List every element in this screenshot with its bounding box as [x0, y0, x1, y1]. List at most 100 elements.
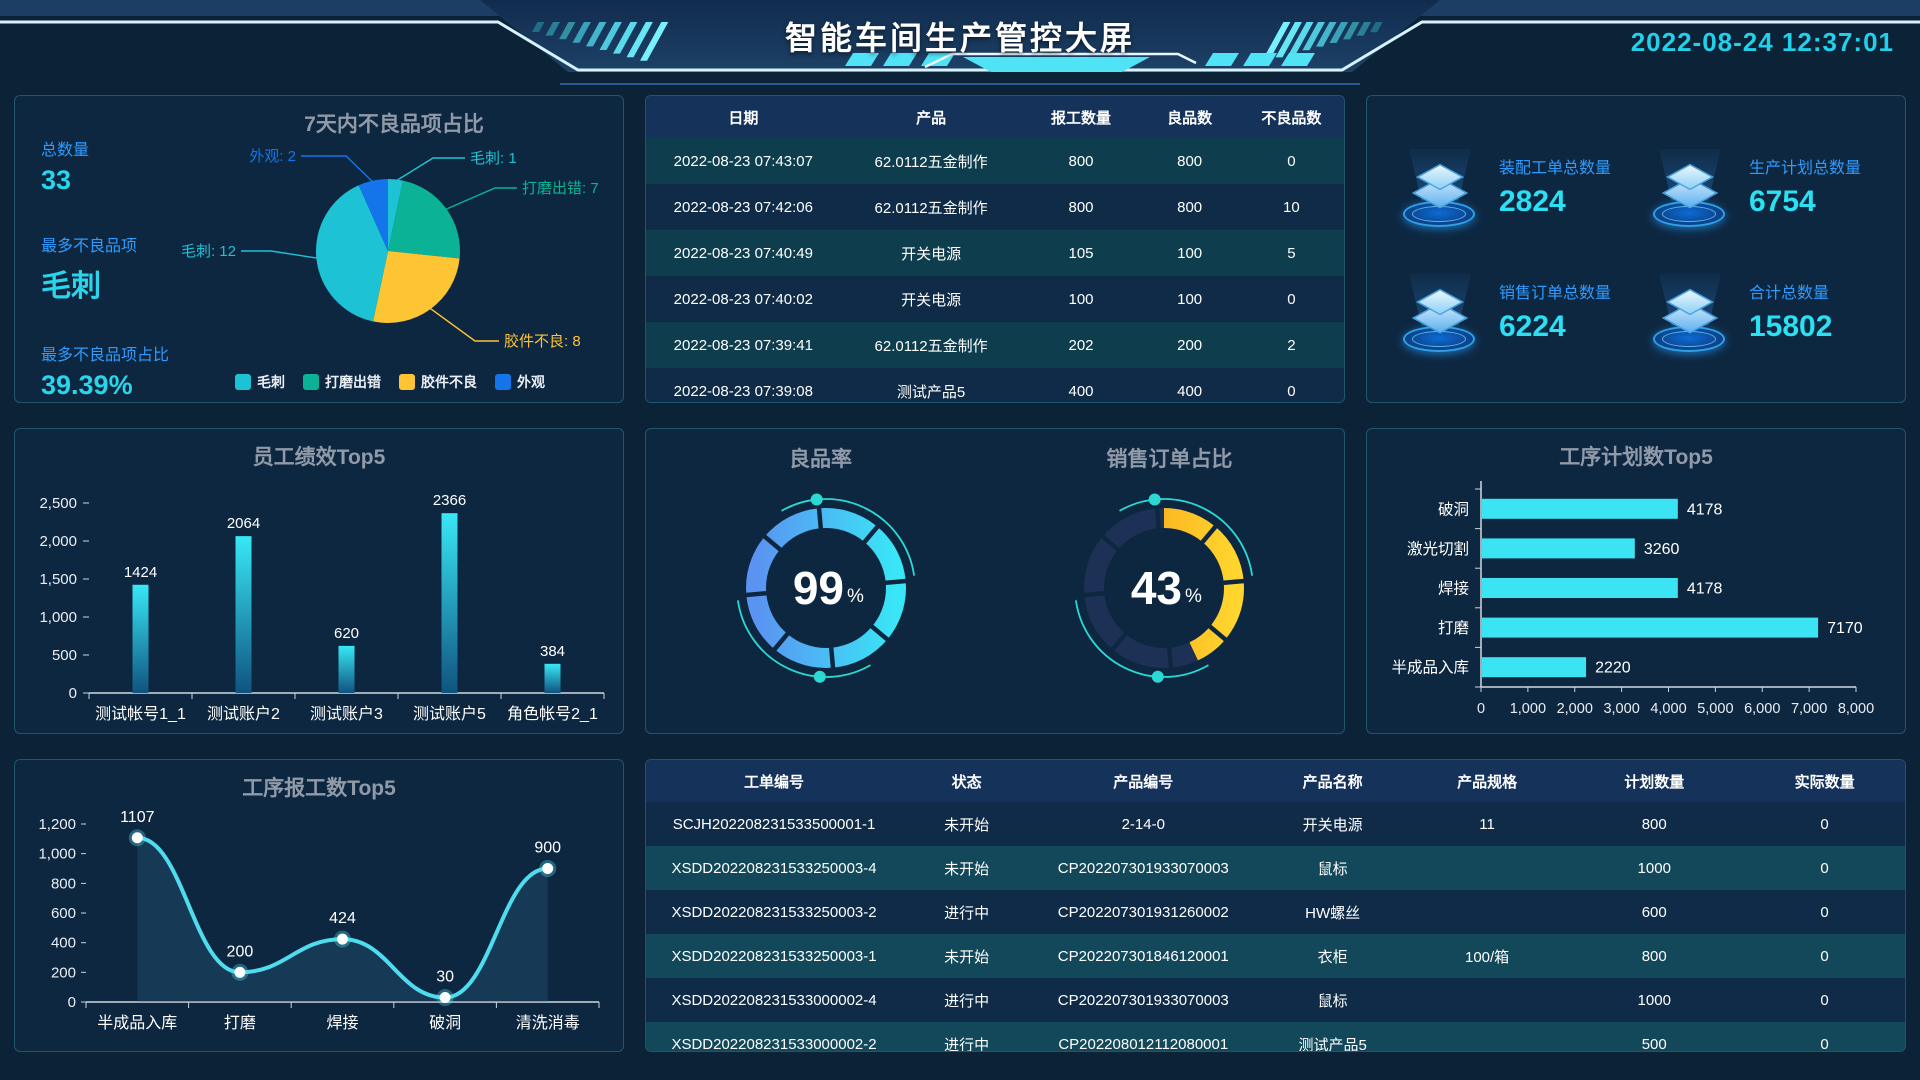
gauge-unit: %: [1185, 586, 1202, 607]
table-cell: 0: [1238, 276, 1344, 322]
stat-top-defect-ratio: 最多不良品项占比 39.39%: [41, 341, 169, 401]
table-cell: 测试产品5: [1255, 1022, 1410, 1051]
table-cell: 衣柜: [1255, 934, 1410, 978]
table-cell: HW螺丝: [1255, 890, 1410, 934]
column-header: 实际数量: [1744, 760, 1905, 802]
report-row: 2022-08-23 07:39:08 测试产品5 400 400 0: [646, 368, 1344, 402]
report-row: 2022-08-23 07:43:07 62.0112五金制作 800 800 0: [646, 138, 1344, 184]
header-slash-icon: [1343, 22, 1360, 40]
work-order-row: XSDD202208231533250003-2 进行中 CP20220730193…: [646, 890, 1905, 934]
pie-label: 毛刺: 1: [470, 150, 517, 167]
bar-value-label: 620: [334, 625, 359, 642]
pie-label: 胶件不良: 8: [504, 333, 581, 350]
stat-top-defect: 最多不良品项 毛刺: [41, 232, 169, 305]
table-cell: [1409, 846, 1565, 890]
legend-item: 打磨出错: [303, 372, 381, 392]
table-cell: XSDD202208231533250003-2: [646, 890, 903, 934]
column-header: 良品数: [1140, 96, 1239, 138]
panel-title: 员工绩效Top5: [252, 446, 386, 469]
panel-gauges: 良品率 销售订单占比 99% 43%: [645, 428, 1345, 734]
stat-value: 毛刺: [41, 270, 101, 303]
table-cell: 0: [1238, 138, 1344, 184]
sales-gauge-title: 销售订单占比: [1106, 448, 1233, 471]
y-axis-category-label: 半成品入库: [1391, 659, 1469, 677]
work-order-row: SCJH202208231533500001-1 未开始 2-14-0 开关电源 11 8…: [646, 802, 1905, 846]
y-axis-tick-label: 0: [69, 685, 77, 702]
x-axis-category-label: 测试账户2: [207, 705, 280, 723]
panel-employee-performance: 员工绩效Top5 0 500 1,000 1,500 2,000 2,500 1424 测试帐…: [14, 428, 624, 734]
x-axis-tick-label: 2,000: [1557, 701, 1593, 717]
table-cell: XSDD202208231533250003-4: [646, 846, 903, 890]
x-axis-tick-label: 5,000: [1697, 701, 1733, 717]
table-cell: XSDD202208231533000002-4: [646, 978, 903, 1022]
line-point: [337, 933, 348, 945]
gauge-decor-arc: [737, 600, 871, 678]
pie-leader-line: [428, 307, 499, 342]
line-point: [234, 966, 246, 978]
bar-value-label: 2366: [433, 492, 466, 509]
table-cell: 0: [1238, 368, 1344, 402]
header-slash-icon: [640, 22, 669, 61]
stat-value: 33: [41, 165, 72, 195]
header-decoration: [0, 0, 1920, 85]
point-value-label: 424: [329, 910, 356, 927]
bar: [338, 645, 355, 693]
table-cell: [1409, 978, 1565, 1022]
legend-item: 胶件不良: [399, 372, 477, 392]
header-slash-icon: [613, 22, 638, 54]
pie-label: 外观: 2: [249, 148, 296, 165]
y-axis-tick-label: 1,000: [39, 609, 77, 626]
pie-legend: 毛刺 打磨出错 胶件不良 外观: [165, 372, 615, 392]
header-outline: [0, 20, 1920, 72]
table-cell: CP202207301931260002: [1031, 890, 1256, 934]
header-segment-icon: [1243, 53, 1277, 66]
stat-label: 总数量: [41, 142, 90, 159]
legend-swatch-icon: [399, 374, 415, 390]
panel-work-orders: 工单编号 状态 产品编号 产品名称 产品规格 计划数量 实际数量 SCJH202208231…: [645, 759, 1906, 1052]
column-header: 不良品数: [1238, 96, 1344, 138]
y-axis-tick-label: 2,500: [39, 495, 77, 512]
bar: [544, 663, 561, 693]
x-axis-category-label: 清洗消毒: [516, 1014, 580, 1032]
table-cell: 62.0112五金制作: [840, 138, 1022, 184]
yield-gauge-chart: 99%: [737, 493, 915, 683]
pie-slice: [373, 251, 460, 323]
gauge-dot-icon: [810, 493, 823, 506]
point-value-label: 200: [227, 943, 254, 960]
pie-slice: [388, 179, 403, 251]
stat-card-text: 装配工单总数量 2824: [1499, 154, 1611, 219]
stat-card-value: 6754: [1749, 185, 1816, 218]
table-head: 日期 产品 报工数量 良品数 不良品数: [646, 96, 1344, 138]
stat-card-text: 生产计划总数量 6754: [1749, 154, 1861, 219]
stat-card-value: 2824: [1499, 185, 1566, 218]
bar: [235, 536, 252, 693]
table-cell: 11: [1409, 802, 1565, 846]
bar: [1482, 657, 1587, 678]
gauge-titles: 良品率 销售订单占比: [646, 443, 1344, 473]
stat-cards: 装配工单总数量 2824 生产计划总数量 6754 销售订单总数量 6224 合计总数量 15…: [1367, 96, 1905, 402]
header-segment-icon: [845, 53, 879, 66]
bar: [1482, 578, 1678, 598]
layers-podium-icon: [1647, 147, 1733, 227]
table-cell: 未开始: [902, 846, 1032, 890]
table-cell: [1409, 1022, 1565, 1051]
legend-swatch-icon: [303, 374, 319, 390]
pie-label: 毛刺: 12: [181, 243, 236, 260]
gauge-value: 99: [793, 562, 844, 614]
stat-value: 39.39%: [41, 370, 133, 400]
x-axis-tick-label: 1,000: [1510, 701, 1546, 717]
table-cell: 800: [1564, 802, 1745, 846]
gauge-unit: %: [847, 586, 864, 607]
panel-process-report: 工序报工数Top5 0 200 400 600 800 1,000 1,200 1107 半成品…: [14, 759, 624, 1052]
stat-label: 最多不良品项: [41, 238, 138, 255]
table-cell: 开关电源: [1255, 802, 1410, 846]
x-axis-category-label: 测试账户5: [413, 705, 486, 723]
table-cell: 开关电源: [840, 230, 1022, 276]
table-cell: 鼠标: [1255, 978, 1410, 1022]
panel-title: 工序报工数Top5: [242, 777, 396, 800]
bar-value-label: 3260: [1644, 541, 1680, 558]
stat-card-text: 销售订单总数量 6224: [1499, 279, 1611, 344]
table-cell: 2-14-0: [1031, 802, 1256, 846]
table-cell: [1409, 890, 1565, 934]
